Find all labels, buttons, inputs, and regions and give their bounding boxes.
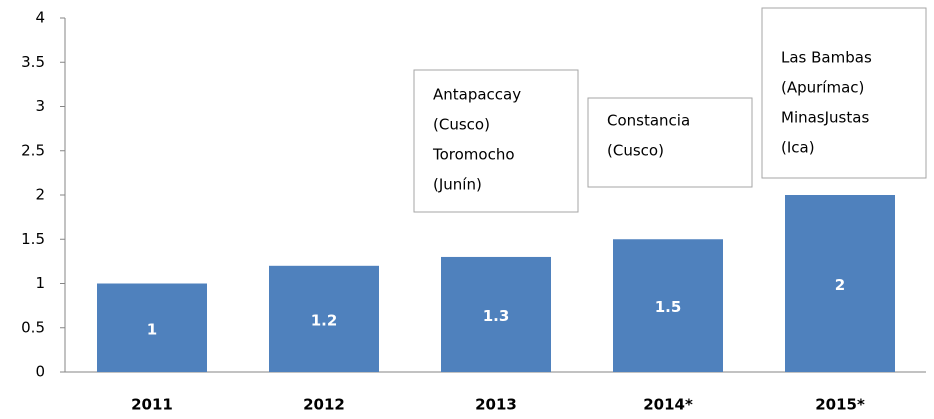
x-tick-label: 2012 — [303, 396, 345, 414]
annotation-text: Toromocho — [432, 146, 515, 164]
annotation-box — [587, 97, 753, 188]
y-tick-label: 1 — [35, 274, 45, 292]
annotation-text: Constancia — [607, 112, 690, 130]
annotation-text: (Junín) — [433, 176, 482, 194]
data-label: 1 — [147, 320, 157, 338]
y-tick-label: 0 — [35, 363, 45, 381]
annotation-text: (Cusco) — [607, 142, 664, 160]
y-tick-label: 2 — [35, 186, 45, 204]
y-tick-label: 4 — [35, 9, 45, 27]
bar — [441, 256, 551, 372]
bar — [613, 239, 723, 372]
x-tick-label: 2013 — [475, 396, 517, 414]
bar — [97, 283, 207, 372]
y-tick-label: 0.5 — [21, 318, 45, 336]
x-tick-label: 2014* — [643, 396, 693, 414]
data-label: 1.2 — [311, 311, 338, 329]
bar — [269, 265, 379, 372]
annotation-text: Las Bambas — [781, 49, 872, 67]
annotation-text: (Apurímac) — [781, 79, 864, 97]
annotation-box — [761, 7, 927, 179]
y-tick-label: 3 — [35, 97, 45, 115]
data-label: 1.5 — [655, 298, 682, 316]
annotation-text: MinasJustas — [781, 109, 869, 127]
x-tick-label: 2011 — [131, 396, 173, 414]
y-tick-label: 2.5 — [21, 141, 45, 159]
annotation-text: (Cusco) — [433, 116, 490, 134]
annotation-text: (Ica) — [781, 139, 815, 157]
annotation-text: Antapaccay — [433, 86, 521, 104]
y-tick-label: 1.5 — [21, 230, 45, 248]
data-label: 1.3 — [483, 307, 510, 325]
bar — [785, 195, 895, 372]
x-tick-label: 2015* — [815, 396, 865, 414]
data-label: 2 — [835, 276, 845, 294]
annotation-box — [413, 69, 579, 213]
y-tick-label: 3.5 — [21, 53, 45, 71]
